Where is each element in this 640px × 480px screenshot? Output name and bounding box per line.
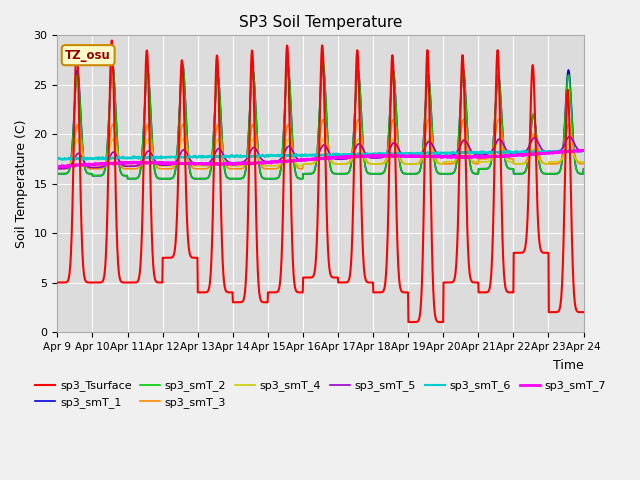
Title: SP3 Soil Temperature: SP3 Soil Temperature (239, 15, 402, 30)
Text: TZ_osu: TZ_osu (65, 48, 111, 62)
Y-axis label: Soil Temperature (C): Soil Temperature (C) (15, 120, 28, 248)
Text: Time: Time (553, 359, 584, 372)
Legend: sp3_Tsurface, sp3_smT_1, sp3_smT_2, sp3_smT_3, sp3_smT_4, sp3_smT_5, sp3_smT_6, : sp3_Tsurface, sp3_smT_1, sp3_smT_2, sp3_… (31, 376, 610, 412)
